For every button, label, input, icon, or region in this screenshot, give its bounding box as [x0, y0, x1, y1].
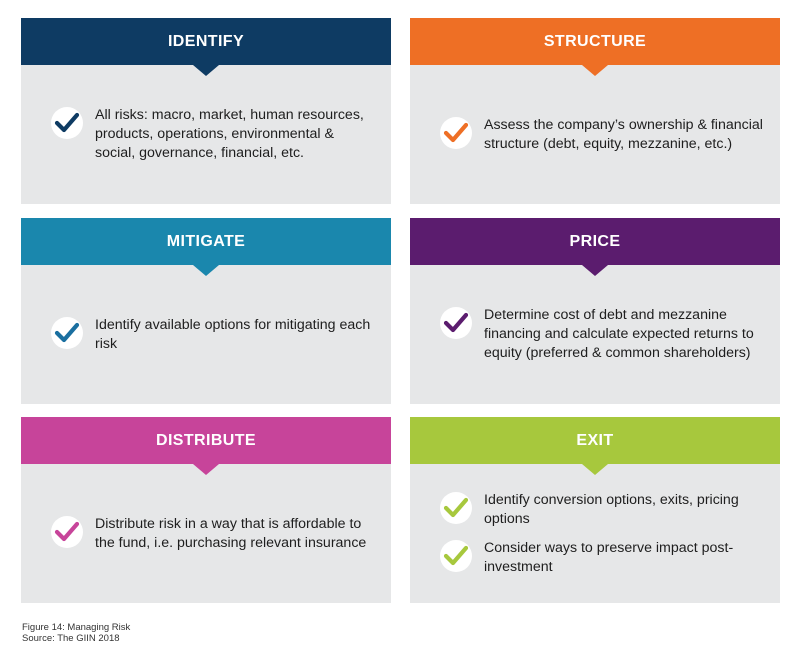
structure-header: STRUCTURE [410, 18, 780, 76]
mitigate-title: MITIGATE [166, 232, 246, 250]
list-item: Identify conversion options, exits, pric… [440, 491, 766, 529]
price-header: PRICE [410, 218, 780, 276]
figure-label: Figure 14: Managing Risk [22, 622, 131, 633]
distribute-header: DISTRIBUTE [21, 417, 391, 475]
price-item-text: Determine cost of debt and mezzanine fin… [484, 307, 754, 361]
list-item: Distribute risk in a way that is afforda… [51, 515, 377, 553]
identify-title: IDENTIFY [167, 32, 245, 50]
checkmark-icon [51, 515, 83, 548]
structure-title: STRUCTURE [543, 32, 647, 50]
list-item: All risks: macro, market, human resource… [51, 106, 377, 163]
distribute-body: Distribute risk in a way that is afforda… [21, 464, 391, 603]
list-item: Consider ways to preserve impact post-in… [440, 539, 766, 577]
checkmark-icon [440, 307, 472, 339]
exit-title: EXIT [576, 431, 614, 449]
structure-card: STRUCTURE Assess the company’s ownership… [410, 18, 780, 204]
price-title: PRICE [569, 232, 621, 250]
identify-card: IDENTIFY All risks: macro, market, human… [21, 18, 391, 204]
exit-header: EXIT [410, 417, 780, 475]
distribute-title: DISTRIBUTE [156, 431, 256, 449]
price-card: PRICE Determine cost of debt and mezzani… [410, 218, 780, 404]
mitigate-body: Identify available options for mitigatin… [21, 265, 391, 404]
checkmark-icon [440, 539, 472, 572]
list-item: Identify available options for mitigatin… [51, 316, 377, 354]
mitigate-card: MITIGATE Identify available options for … [21, 218, 391, 404]
checkmark-icon [440, 491, 472, 524]
identify-body: All risks: macro, market, human resource… [21, 65, 391, 204]
list-item: Determine cost of debt and mezzanine fin… [440, 306, 766, 363]
structure-item-text: Assess the company’s ownership & financi… [484, 116, 763, 152]
identify-header: IDENTIFY [21, 18, 391, 76]
exit-item-text-1: Identify conversion options, exits, pric… [484, 491, 739, 527]
structure-body: Assess the company’s ownership & financi… [410, 65, 780, 204]
checkmark-icon [440, 116, 472, 149]
price-body: Determine cost of debt and mezzanine fin… [410, 265, 780, 404]
distribute-item-text: Distribute risk in a way that is afforda… [95, 515, 367, 551]
distribute-card: DISTRIBUTE Distribute risk in a way that… [21, 417, 391, 603]
exit-item-text-2: Consider ways to preserve impact post-in… [484, 539, 734, 575]
source-label: Source: The GIIN 2018 [22, 633, 120, 644]
exit-body: Identify conversion options, exits, pric… [410, 464, 780, 603]
mitigate-header: MITIGATE [21, 218, 391, 276]
exit-card: EXIT Identify conversion options, exits,… [410, 417, 780, 603]
checkmark-icon [51, 107, 83, 139]
figure-caption: Figure 14: Managing Risk Source: The GII… [22, 622, 130, 644]
identify-item-text: All risks: macro, market, human resource… [95, 107, 364, 161]
list-item: Assess the company’s ownership & financi… [440, 116, 766, 154]
mitigate-item-text: Identify available options for mitigatin… [95, 316, 371, 352]
checkmark-icon [51, 316, 83, 349]
